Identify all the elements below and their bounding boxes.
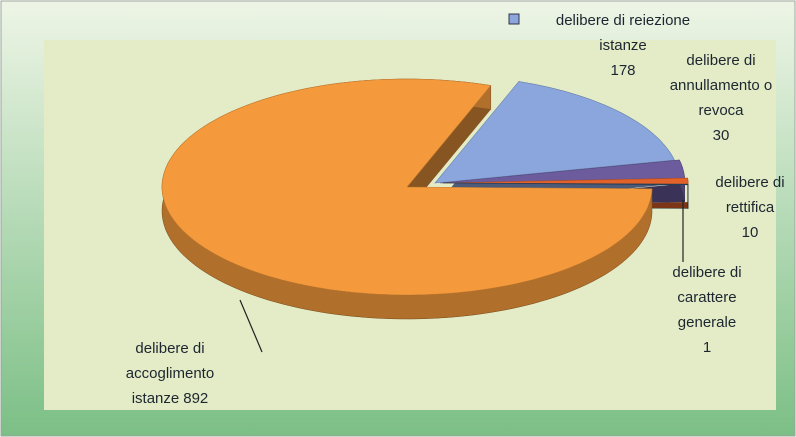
slice bbox=[161, 78, 653, 296]
value-label: 30 bbox=[712, 127, 730, 144]
category-name: delibere di carattere generale bbox=[672, 264, 742, 331]
slice bbox=[439, 159, 686, 184]
slice bbox=[442, 182, 689, 186]
data-label: delibere di reiezione istanze 178 bbox=[548, 8, 698, 83]
leader-line bbox=[239, 299, 263, 353]
pie bbox=[161, 78, 689, 320]
data-label: delibere di carattere generale 1 bbox=[652, 260, 762, 360]
category-name: delibere di annullamento o revoca bbox=[669, 52, 773, 119]
value-label: 892 bbox=[183, 390, 209, 407]
data-label: delibere di accoglimento istanze 892 bbox=[100, 336, 240, 411]
value-label: 1 bbox=[702, 339, 712, 356]
category-name: delibere di accoglimento istanze bbox=[125, 340, 215, 407]
category-name: delibere di reiezione istanze bbox=[555, 12, 691, 54]
legend-marker bbox=[508, 13, 520, 25]
data-label: delibere di annullamento o revoca 30 bbox=[660, 48, 782, 148]
slice bbox=[434, 81, 675, 184]
value-label: 178 bbox=[610, 62, 636, 79]
data-label: delibere di rettifica 10 bbox=[700, 170, 796, 245]
category-name: delibere di rettifica bbox=[715, 174, 785, 216]
value-label: 10 bbox=[741, 224, 759, 241]
